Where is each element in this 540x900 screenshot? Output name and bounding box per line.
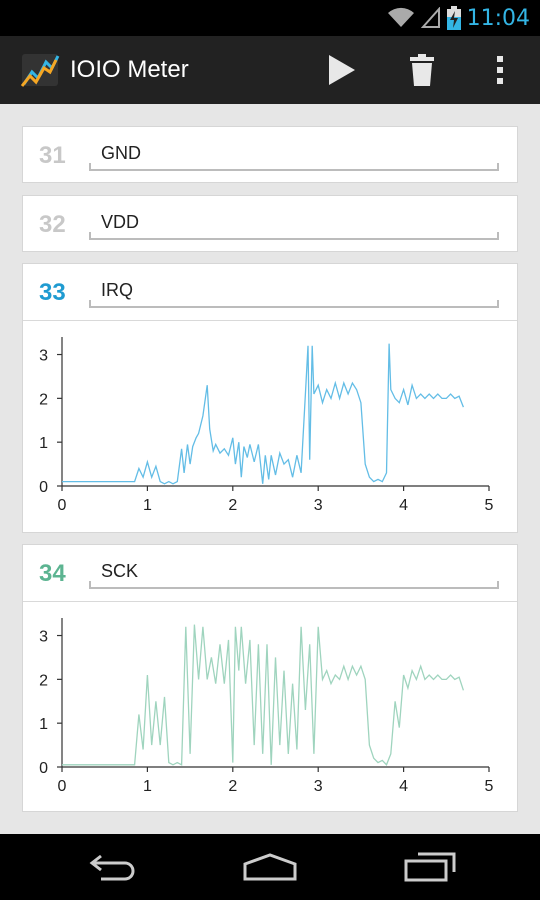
- x-tick-label: 1: [143, 778, 152, 795]
- pin-name-field[interactable]: GND: [89, 139, 499, 171]
- overflow-menu-icon: [497, 56, 503, 84]
- status-icons: 11:04: [387, 0, 530, 36]
- back-button[interactable]: [68, 843, 158, 891]
- pin-card-32: 32 VDD: [22, 195, 518, 252]
- pin-card-33: 33 IRQ 0 1 2 3 4 5 0 1 2 3: [22, 263, 518, 533]
- status-bar: 11:04: [0, 0, 540, 36]
- field-underline: [89, 581, 499, 589]
- x-tick-label: 2: [228, 497, 237, 514]
- field-underline: [89, 232, 499, 240]
- x-tick-label: 4: [399, 778, 408, 795]
- pin-card-31: 31 GND: [22, 126, 518, 183]
- y-tick-label: 2: [39, 391, 48, 408]
- play-icon: [329, 55, 355, 85]
- home-button[interactable]: [225, 843, 315, 891]
- pin-header: 33 IRQ: [23, 264, 517, 320]
- y-tick-label: 2: [39, 672, 48, 689]
- sck-chart: 0 1 2 3 4 5 0 1 2 3: [39, 618, 494, 795]
- x-tick-label: 1: [143, 497, 152, 514]
- pin-name-field[interactable]: SCK: [89, 557, 499, 589]
- y-tick-label: 1: [39, 716, 48, 733]
- x-tick-label: 4: [399, 497, 408, 514]
- signal-icon: [420, 7, 440, 28]
- status-time: 11:04: [466, 5, 530, 31]
- x-tick-label: 5: [485, 497, 494, 514]
- x-tick-label: 2: [228, 778, 237, 795]
- pin-name-field[interactable]: IRQ: [89, 276, 499, 308]
- back-icon: [89, 854, 135, 881]
- pin-name-text: GND: [101, 143, 141, 163]
- field-underline: [89, 163, 499, 171]
- wifi-icon: [387, 7, 414, 27]
- pin-header: 32 VDD: [23, 196, 517, 252]
- pin-number: 34: [39, 560, 66, 587]
- irq-chart: 0 1 2 3 4 5 0 1 2 3: [39, 337, 494, 514]
- meter-logo-icon[interactable]: [20, 50, 60, 90]
- navigation-bar: [0, 834, 540, 900]
- series-line: [62, 343, 465, 485]
- pin-header: 31 GND: [23, 127, 517, 183]
- home-icon: [243, 853, 297, 881]
- action-bar: IOIO Meter: [0, 36, 540, 104]
- x-tick-label: 0: [58, 778, 67, 795]
- pin-number: 32: [39, 211, 66, 238]
- pin-name-text: IRQ: [101, 280, 134, 300]
- delete-button[interactable]: [398, 46, 446, 94]
- pin-name-field[interactable]: VDD: [89, 208, 499, 240]
- card-divider: [23, 601, 517, 602]
- y-tick-label: 1: [39, 435, 48, 452]
- play-button[interactable]: [318, 46, 366, 94]
- app-title: IOIO Meter: [70, 56, 189, 83]
- y-tick-label: 3: [39, 348, 48, 365]
- series-line: [62, 624, 465, 766]
- battery-charging-icon: [446, 6, 461, 30]
- y-tick-label: 0: [39, 760, 48, 777]
- trash-icon: [410, 54, 434, 86]
- field-underline: [89, 300, 499, 308]
- pin-name-text: VDD: [101, 212, 140, 232]
- overflow-menu-button[interactable]: [476, 46, 524, 94]
- y-tick-label: 3: [39, 629, 48, 646]
- recent-apps-icon: [404, 852, 456, 882]
- x-tick-label: 3: [314, 497, 323, 514]
- y-tick-label: 0: [39, 479, 48, 496]
- pin-number: 33: [39, 279, 66, 306]
- pin-header: 34 SCK: [23, 545, 517, 601]
- x-tick-label: 3: [314, 778, 323, 795]
- recent-apps-button[interactable]: [385, 843, 475, 891]
- x-tick-label: 5: [485, 778, 494, 795]
- x-tick-label: 0: [58, 497, 67, 514]
- pin-name-text: SCK: [101, 561, 139, 581]
- pin-number: 31: [39, 142, 66, 169]
- card-divider: [23, 320, 517, 321]
